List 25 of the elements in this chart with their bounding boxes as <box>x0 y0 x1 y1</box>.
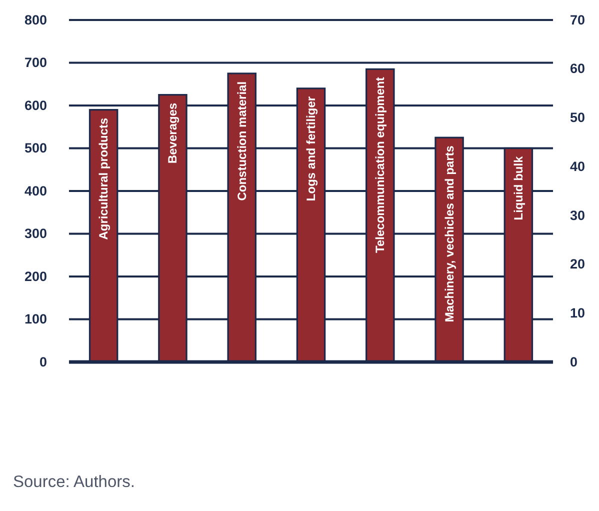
y-tick-label: 300 <box>24 226 47 242</box>
y-tick-label: 100 <box>24 312 47 327</box>
y2-tick-label: 20 <box>570 256 586 272</box>
y-tick-label: 700 <box>24 55 47 70</box>
y-tick-label: 800 <box>24 12 47 28</box>
y2-tick-label: 10 <box>570 305 586 320</box>
y2-tick-label: 0 <box>570 354 578 370</box>
source-note: Source: Authors. <box>13 473 135 491</box>
x-tick-label: Constuction material <box>234 81 249 201</box>
y-tick-label: 200 <box>24 268 47 284</box>
y2-tick-label: 40 <box>570 158 586 174</box>
y2-tick-label: 70 <box>570 12 586 28</box>
x-tick-label: Machinery, vechicles and parts <box>442 145 456 322</box>
y-tick-label: 500 <box>24 140 47 156</box>
y-tick-label: 400 <box>24 183 47 198</box>
y2-tick-label: 30 <box>570 208 586 223</box>
y-tick-label: 0 <box>39 354 47 370</box>
x-tick-label: Liquid bulk <box>511 156 526 220</box>
x-tick-label: Agricultural products <box>96 117 111 240</box>
y-tick-label: 600 <box>24 98 47 113</box>
y2-tick-label: 60 <box>570 61 586 76</box>
x-tick-label: Beverages <box>166 102 180 164</box>
x-tick-label: Telecommunication equipment <box>373 77 388 253</box>
y2-tick-label: 50 <box>570 110 586 126</box>
x-tick-label: Logs and fertiliger <box>304 96 318 202</box>
